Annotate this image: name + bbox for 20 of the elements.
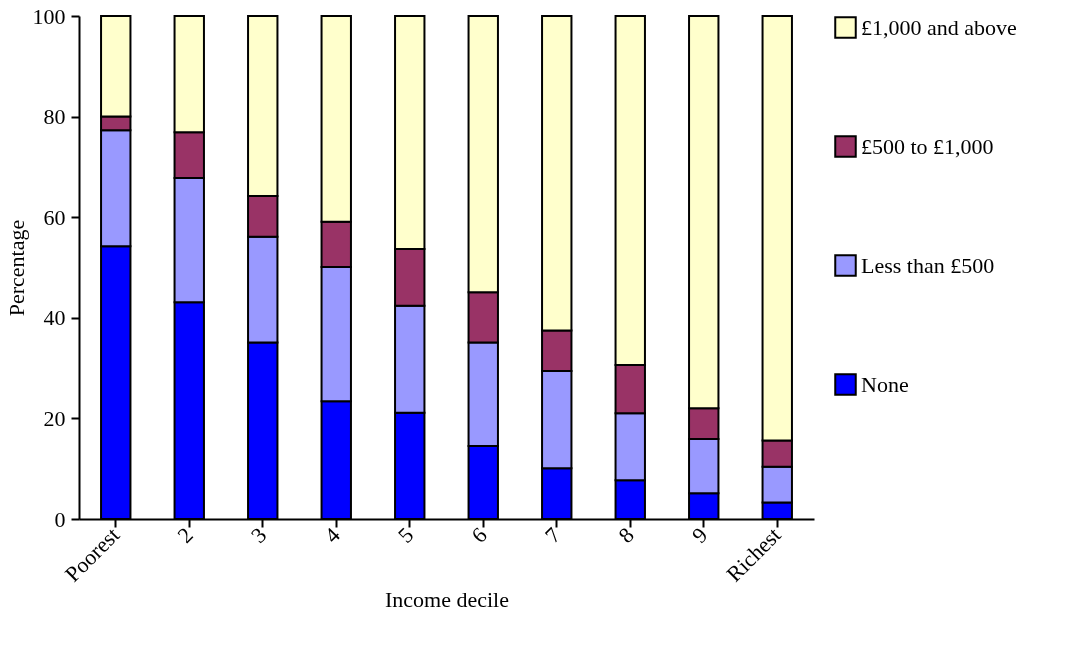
legend-label: None: [861, 371, 909, 397]
y-tick-label: 20: [43, 405, 66, 431]
legend-label: £500 to £1,000: [861, 133, 994, 159]
y-tick-label: 80: [43, 104, 66, 130]
x-tick-label: 3: [245, 522, 272, 548]
x-tick-label: 6: [466, 522, 492, 548]
x-tick-label: 2: [172, 522, 198, 548]
x-axis-title: Income decile: [385, 586, 509, 612]
legend-label: Less than £500: [861, 252, 995, 278]
x-tick-label: 8: [613, 522, 639, 548]
y-tick-label: 60: [43, 204, 66, 230]
x-tick-label: 5: [392, 522, 419, 548]
x-tick-label: 7: [539, 522, 566, 548]
x-tick-label: 9: [686, 522, 713, 548]
x-tick-label: 4: [319, 522, 345, 548]
y-tick-label: 100: [32, 3, 66, 29]
y-axis-title: Percentage: [3, 219, 29, 317]
y-tick-label: 0: [54, 506, 66, 532]
y-tick-label: 40: [43, 305, 66, 331]
legend-label: £1,000 and above: [861, 14, 1017, 40]
